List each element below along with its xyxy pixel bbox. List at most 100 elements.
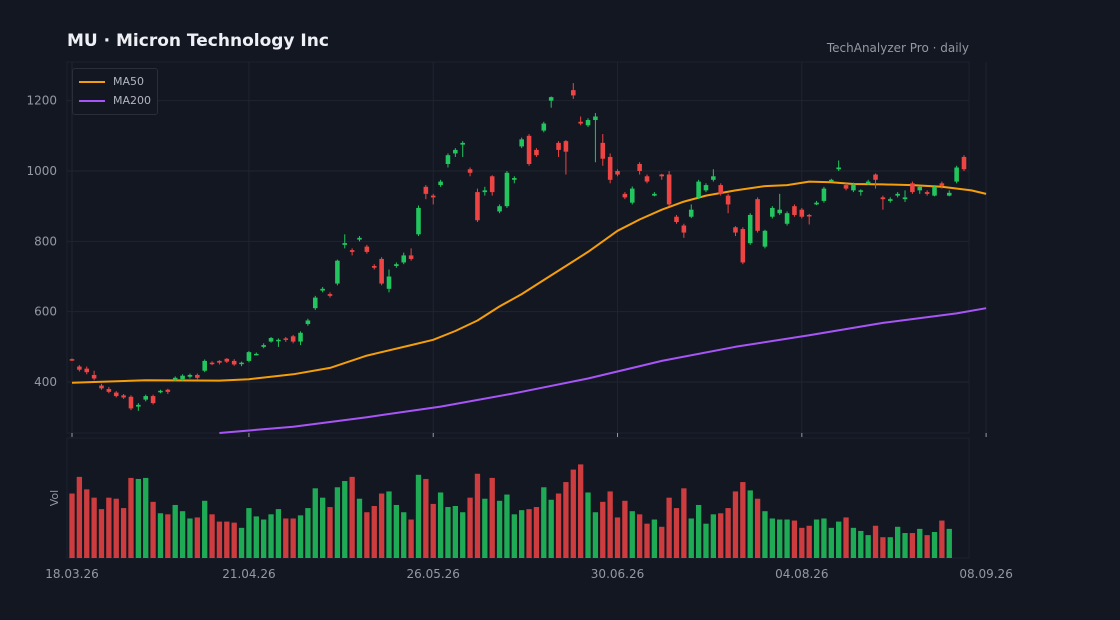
price-panel-frame [66, 61, 970, 434]
candle [239, 361, 244, 367]
candle [718, 183, 724, 196]
candle-body [445, 155, 451, 164]
candle-body [821, 188, 827, 201]
volume-bar [297, 515, 304, 558]
volume-bar [931, 532, 938, 558]
price-tick-label: 600 [34, 305, 57, 319]
ma200-swatch [79, 99, 105, 102]
candle-body [143, 396, 149, 400]
candle-body [430, 195, 436, 198]
volume-bar [740, 482, 746, 558]
candle-body [106, 389, 112, 392]
candle [629, 186, 635, 205]
volume-bar [526, 509, 532, 558]
candle [113, 391, 119, 398]
candle-body [674, 216, 679, 223]
volume-bar [924, 535, 930, 558]
candle [268, 336, 274, 343]
candle [902, 190, 908, 202]
volume-bar [187, 518, 193, 558]
volume-bar [157, 513, 164, 558]
volume-bar [754, 498, 761, 558]
candle [607, 153, 613, 184]
legend-item-ma200[interactable]: MA200 [79, 91, 151, 110]
candle [814, 200, 819, 206]
volume-bar [622, 500, 628, 558]
candle [91, 370, 97, 381]
legend-item-ma50[interactable]: MA50 [79, 72, 151, 91]
candle [622, 192, 628, 200]
candle-body [755, 199, 760, 231]
volume-bar [482, 498, 488, 558]
candle-body [711, 176, 716, 180]
candle-body [652, 193, 657, 196]
candle-body [806, 214, 812, 217]
candle-body [276, 339, 281, 342]
candle-body [261, 345, 266, 347]
volume-bar [548, 499, 554, 558]
volume-bar [305, 508, 311, 558]
volume-bar [614, 517, 621, 558]
candle [394, 262, 399, 268]
candle-body [312, 297, 318, 309]
candle [305, 318, 311, 326]
candle [615, 169, 620, 177]
candle [762, 229, 768, 249]
candle-body [254, 353, 259, 356]
candle-body [895, 193, 900, 196]
volume-bar [224, 521, 230, 558]
candle-body [541, 123, 547, 131]
candle [725, 193, 731, 214]
candle-body [497, 206, 502, 212]
candle-body [851, 184, 856, 191]
volume-bar [150, 501, 156, 558]
candle [887, 197, 893, 203]
ma50-line [71, 180, 987, 384]
volume-bar [349, 476, 355, 558]
candle-body [836, 167, 841, 170]
candle-body [526, 135, 532, 164]
candle [571, 83, 576, 99]
candle [659, 173, 665, 180]
candle-body [548, 97, 554, 101]
candle-body [231, 360, 237, 365]
candle-body [467, 169, 473, 173]
candle [792, 204, 797, 217]
volume-bar [777, 519, 783, 558]
volume-bar [902, 533, 908, 558]
volume-bar [541, 487, 547, 558]
volume-bar [496, 500, 503, 558]
volume-bar [401, 512, 407, 558]
volume-bar [636, 514, 643, 558]
candle-body [371, 265, 377, 268]
candle-body [873, 174, 878, 180]
volume-bar [415, 474, 422, 558]
volume-bar [437, 492, 444, 558]
volume-bar [135, 478, 142, 558]
candle [821, 186, 827, 203]
candle [556, 141, 561, 157]
candle-body [622, 193, 628, 198]
candle [106, 386, 112, 394]
candle-body [681, 225, 687, 233]
volume-bar [813, 519, 820, 558]
volume-bar [858, 530, 864, 558]
candle [836, 160, 841, 172]
candle-body [150, 396, 156, 404]
candle-body [666, 174, 672, 205]
volume-bar [791, 520, 798, 558]
candle-body [880, 197, 886, 200]
candle [475, 188, 480, 223]
candle-body [453, 149, 458, 154]
candle-body [644, 176, 650, 182]
price-tick-label: 1000 [26, 164, 57, 178]
volume-bar [364, 512, 370, 558]
candle [851, 182, 856, 193]
volume-bar [917, 528, 923, 558]
price-tick-label: 400 [34, 375, 57, 389]
volume-bar [607, 491, 613, 558]
candle-body [379, 258, 384, 284]
volume-bar [342, 481, 348, 558]
volume-bar [106, 497, 112, 558]
candle [829, 178, 834, 182]
